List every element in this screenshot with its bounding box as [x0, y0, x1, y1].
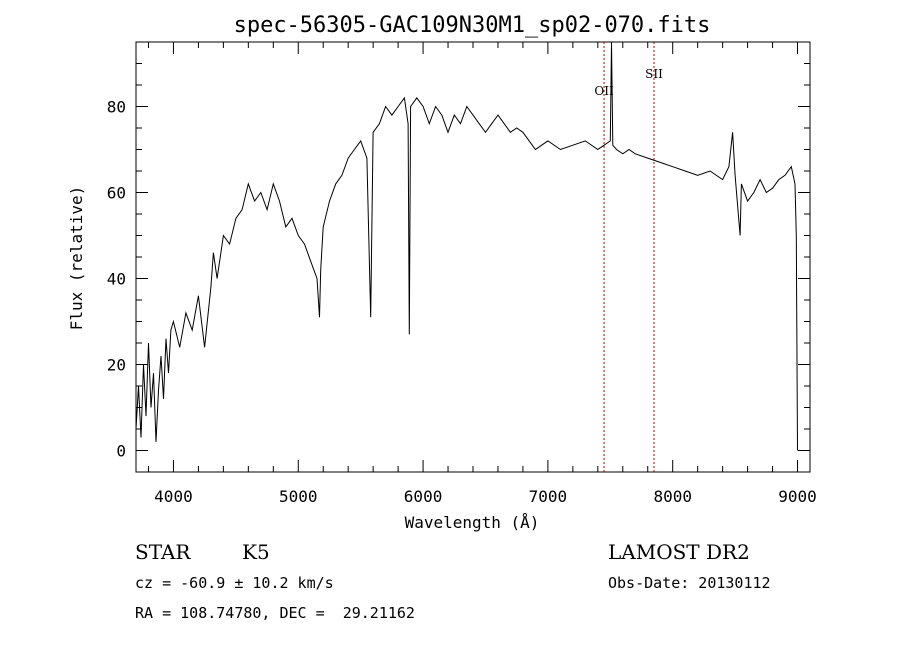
x-tick-label: 8000 [653, 487, 692, 506]
emission-line-markers: OII SII [594, 42, 663, 472]
x-axis-label: Wavelength (Å) [405, 513, 540, 532]
object-subclass: K5 [242, 540, 270, 564]
y-tick-label: 0 [116, 442, 126, 461]
coordinates: RA = 108.74780, DEC = 29.21162 [135, 604, 415, 622]
x-tick-label: 5000 [279, 487, 318, 506]
y-axis-label: Flux (relative) [67, 186, 86, 331]
x-tick-label: 9000 [778, 487, 817, 506]
x-tick-label: 6000 [404, 487, 443, 506]
x-tick-label: 7000 [529, 487, 568, 506]
emission-line-label: OII [594, 84, 614, 98]
chart-title: spec-56305-GAC109N30M1_sp02-070.fits [234, 13, 711, 38]
spectrum-line [135, 41, 798, 451]
y-tick-label: 60 [107, 184, 126, 203]
y-axis-ticks: 0 20 40 60 80 [107, 41, 810, 473]
emission-line-label: SII [645, 67, 663, 81]
y-tick-label: 20 [107, 356, 126, 375]
x-tick-label: 4000 [154, 487, 193, 506]
redshift-readout: cz = -60.9 ± 10.2 km/s [135, 574, 334, 592]
plot-frame [135, 41, 811, 473]
y-tick-label: 80 [107, 98, 126, 117]
obs-date: Obs-Date: 20130112 [608, 574, 771, 592]
y-tick-label: 40 [107, 270, 126, 289]
survey-name: LAMOST DR2 [608, 540, 750, 564]
x-axis-ticks: 4000 5000 6000 7000 8000 9000 [147, 42, 817, 506]
object-class: STAR [135, 540, 191, 564]
